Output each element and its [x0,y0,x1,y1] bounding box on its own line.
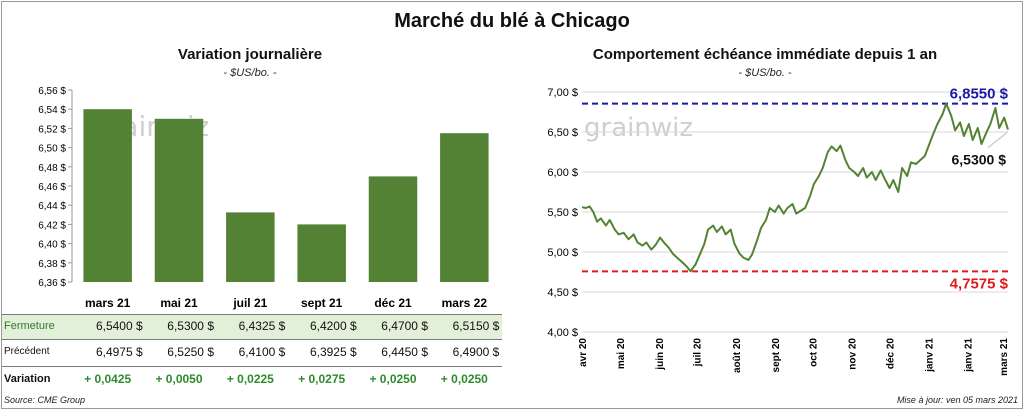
row-label-close: Fermeture [4,320,55,332]
bar [154,118,204,282]
x-tick-label: mars 22 [442,296,488,310]
previous-price-cell: 6,3925 $ [309,345,357,359]
close-price-cell: 6,5300 $ [167,319,214,333]
source-note: Source: CME Group [4,395,86,405]
x-tick-label: mai 20 [616,338,627,370]
change-cell: + 0,0050 [155,372,203,386]
x-tick-label: août 20 [732,338,743,373]
previous-price-cell: 6,5250 $ [167,345,214,359]
row-label-change: Variation [4,373,51,385]
bar [368,176,418,282]
y-tick-label: 6,42 $ [38,220,66,231]
x-tick-label: avr 20 [578,338,589,367]
y-tick-label: 6,50 $ [38,144,66,155]
page-title: Marché du blé à Chicago [394,10,630,32]
y-tick-label: 5,00 $ [547,247,578,259]
x-tick-label: mars 21 [999,338,1010,376]
y-tick-label: 6,44 $ [38,201,66,212]
x-tick-label: janv 21 [925,338,936,373]
x-tick-label: mars 21 [85,296,131,310]
right-chart-subtitle: - $US/bo. - [738,67,792,79]
y-tick-label: 6,40 $ [38,240,66,251]
bar [226,212,275,282]
line-chart: grainwiz 4,00 $ 4,50 $ 5,00 $ 5,50 $ 6,00 $ 6… [547,86,1010,376]
y-tick-label: 6,52 $ [38,124,66,135]
y-tick-label: 6,38 $ [38,259,66,270]
x-tick-label: juin 20 [655,338,666,371]
last-value-label: 6,5300 $ [952,152,1007,168]
y-tick-label: 6,56 $ [38,86,66,97]
y-tick-label: 6,46 $ [38,182,66,193]
last-value-leader-line [987,132,1008,148]
change-cell: + 0,0250 [440,372,488,386]
close-price-cell: 6,5150 $ [452,319,500,333]
change-cell: + 0,0225 [226,372,274,386]
x-tick-label: oct 20 [809,338,820,367]
right-chart-title: Comportement échéance immédiate depuis 1… [592,46,938,63]
y-tick-label: 6,36 $ [38,278,66,289]
change-cell: + 0,0275 [298,372,346,386]
bar [83,109,132,282]
y-tick-label: 6,48 $ [38,163,66,174]
x-tick-label: déc 20 [886,338,897,370]
x-tick-label: juil 20 [693,338,704,368]
table-rule-bottom [2,366,502,367]
close-price-cell: 6,4700 $ [381,319,428,333]
close-price-cell: 6,5400 $ [95,319,143,333]
update-note: Mise à jour: ven 05 mars 2021 [896,395,1018,405]
table-rule-top [2,314,502,315]
y-tick-label: 4,00 $ [547,327,578,339]
bar [297,224,346,282]
y-tick-label: 5,50 $ [547,207,578,219]
x-tick-label: nov 20 [848,338,859,370]
x-tick-label: mai 21 [160,296,198,310]
table-rule-mid [2,339,502,340]
y-tick-label: 6,00 $ [547,167,578,179]
close-price-cell: 6,4200 $ [309,319,357,333]
bar [440,133,489,282]
x-tick-label: janv 21 [964,338,975,373]
y-tick-label: 6,50 $ [547,127,578,139]
min-value-label: 4,7575 $ [950,275,1009,292]
max-value-label: 6,8550 $ [950,86,1009,103]
x-tick-label: déc 21 [374,296,412,310]
previous-price-cell: 6,4900 $ [452,345,500,359]
left-chart-title: Variation journalière [177,46,323,63]
watermark-logo: grainwiz [584,113,693,143]
previous-price-cell: 6,4100 $ [238,345,286,359]
previous-price-cell: 6,4450 $ [381,345,428,359]
previous-price-cell: 6,4975 $ [95,345,143,359]
x-tick-label: sept 21 [301,296,343,310]
y-tick-label: 4,50 $ [547,287,578,299]
close-row-highlight [2,314,502,339]
bar-chart: grainwiz 6,36 $6,38 $6,40 $6,42 $6,44 $6… [38,86,489,310]
y-tick-label: 6,54 $ [38,105,66,116]
row-label-previous: Précédent [4,346,50,357]
change-cell: + 0,0425 [84,372,132,386]
left-chart-subtitle: - $US/bo. - [223,67,277,79]
y-tick-label: 7,00 $ [547,87,578,99]
x-tick-label: sept 20 [771,338,782,373]
close-price-cell: 6,4325 $ [238,319,286,333]
change-cell: + 0,0250 [369,372,417,386]
price-series-line [581,102,1009,273]
x-tick-label: juil 21 [232,296,267,310]
